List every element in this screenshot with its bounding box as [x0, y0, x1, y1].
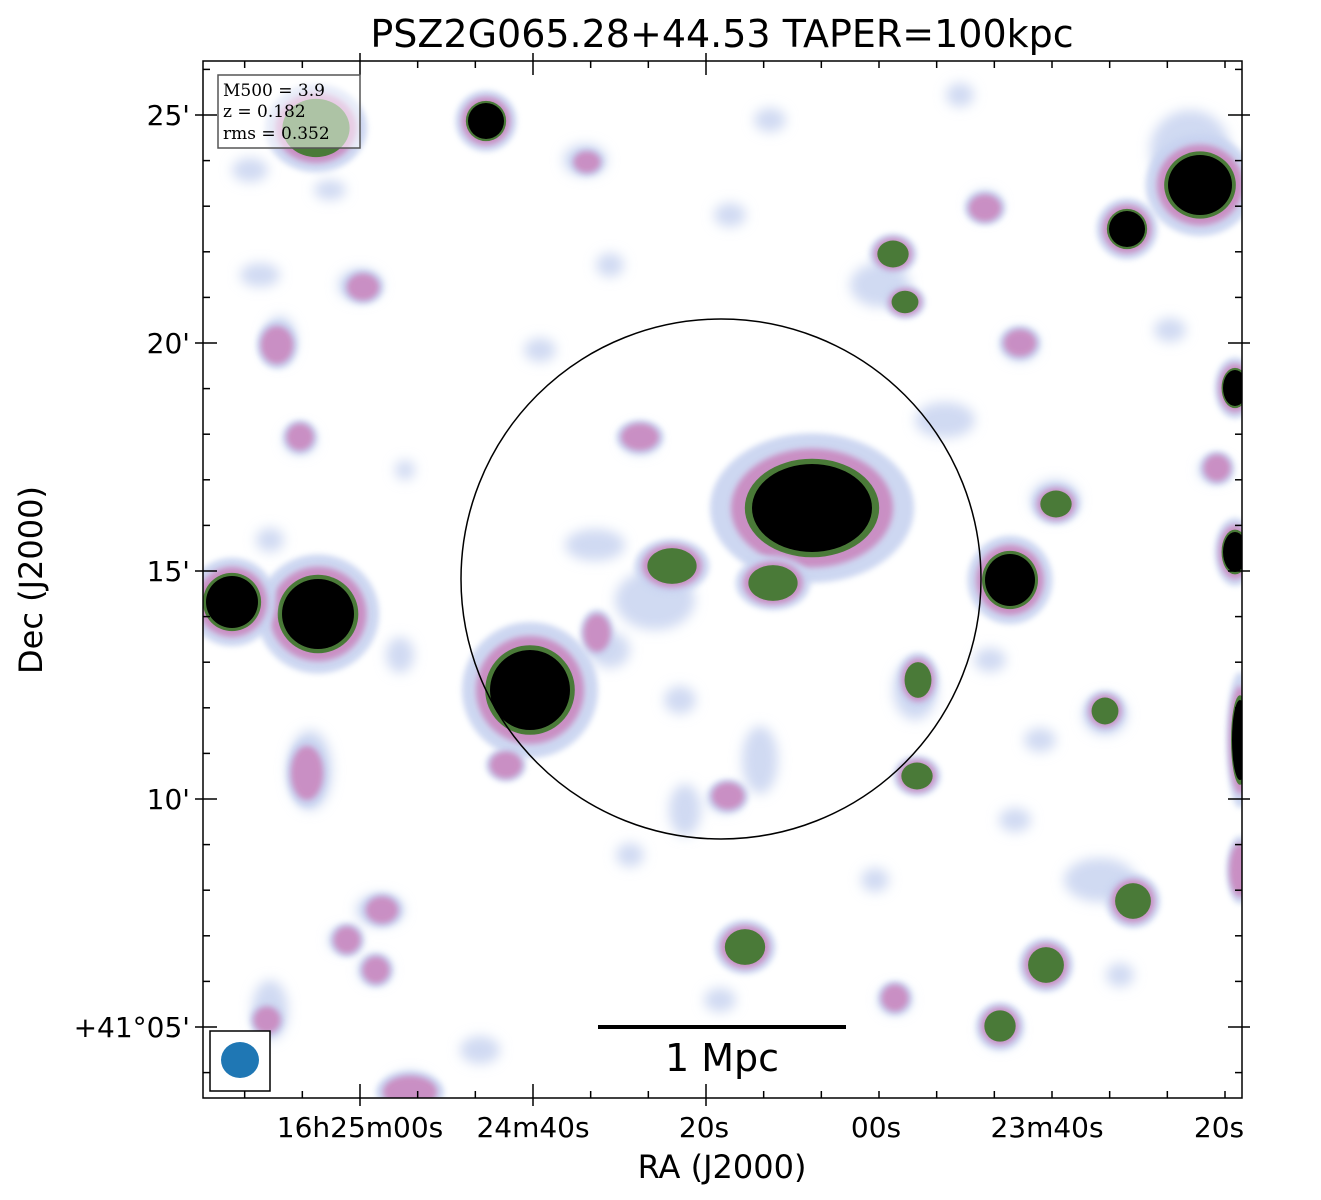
- x-tick-label: 20s: [679, 1111, 729, 1144]
- x-tick-label: 16h25m00s: [277, 1111, 444, 1144]
- radio-source: [359, 953, 393, 987]
- radio-source: [330, 923, 364, 957]
- radio-source: [1226, 836, 1242, 904]
- radio-image: [203, 61, 1242, 1098]
- radio-source: [893, 755, 941, 797]
- r500-circle: [460, 318, 982, 840]
- info-mass: M500 = 3.9: [223, 81, 325, 101]
- radio-source: [735, 555, 811, 611]
- radio-source: [580, 609, 614, 657]
- radio-source: [462, 622, 598, 758]
- scale-bar-label: 1 Mpc: [665, 1036, 779, 1080]
- radio-source: [1084, 690, 1126, 732]
- radio-source: [485, 748, 527, 782]
- y-tick-label: 15': [147, 555, 190, 588]
- radio-source: [570, 148, 604, 176]
- info-rms: rms = 0.352: [223, 124, 330, 144]
- info-redshift: z = 0.182: [223, 102, 306, 122]
- info-box: M500 = 3.9 z = 0.182 rms = 0.352: [217, 74, 361, 149]
- radio-source: [999, 326, 1041, 360]
- radio-source: [256, 554, 380, 674]
- beam-box: [209, 1030, 271, 1092]
- radio-source: [361, 893, 403, 927]
- beam-ellipse: [221, 1042, 259, 1078]
- x-axis-label: RA (J2000): [638, 1148, 807, 1186]
- radio-source: [1226, 672, 1242, 808]
- y-tick-label: +41°05': [74, 1011, 190, 1044]
- radio-source: [616, 420, 664, 454]
- y-tick-label: 25': [147, 99, 190, 132]
- radio-source: [897, 652, 939, 708]
- x-tick-label: 00s: [851, 1111, 901, 1144]
- radio-source: [1214, 357, 1242, 419]
- y-axis-label: Dec (J2000): [12, 486, 50, 674]
- radio-source: [714, 919, 776, 975]
- radio-source: [1032, 483, 1080, 525]
- radio-source: [286, 739, 328, 807]
- plot-frame: [202, 60, 1243, 1099]
- radio-source: [707, 779, 749, 813]
- radio-source: [1096, 198, 1158, 260]
- radio-source: [256, 321, 298, 369]
- figure-title: PSZ2G065.28+44.53 TAPER=100kpc: [370, 12, 1073, 56]
- radio-source: [976, 1002, 1024, 1050]
- radio-source: [1214, 518, 1242, 586]
- radio-source: [964, 191, 1006, 225]
- x-tick-label: 24m40s: [476, 1111, 589, 1144]
- radio-source: [1018, 937, 1074, 993]
- x-tick-label: 20s: [1194, 1111, 1244, 1144]
- radio-source: [342, 270, 384, 304]
- axis-ticks: [195, 53, 1250, 1106]
- radio-source: [250, 1003, 284, 1037]
- radio-source: [203, 557, 277, 647]
- radio-source: [884, 285, 926, 319]
- radio-source: [878, 981, 912, 1015]
- radio-source: [283, 420, 317, 454]
- y-tick-label: 10': [147, 783, 190, 816]
- radio-source: [710, 433, 914, 583]
- radio-source: [1145, 134, 1242, 236]
- radio-source: [1200, 451, 1234, 485]
- scale-bar: 1 Mpc: [598, 1025, 846, 1080]
- radio-source: [634, 538, 710, 594]
- radio-source: [455, 90, 517, 152]
- x-tick-label: 23m40s: [990, 1111, 1103, 1144]
- radio-source: [1105, 873, 1161, 929]
- radio-source: [869, 233, 917, 275]
- radio-source: [967, 535, 1053, 625]
- radio-source: [376, 1071, 444, 1098]
- y-tick-label: 20': [147, 327, 190, 360]
